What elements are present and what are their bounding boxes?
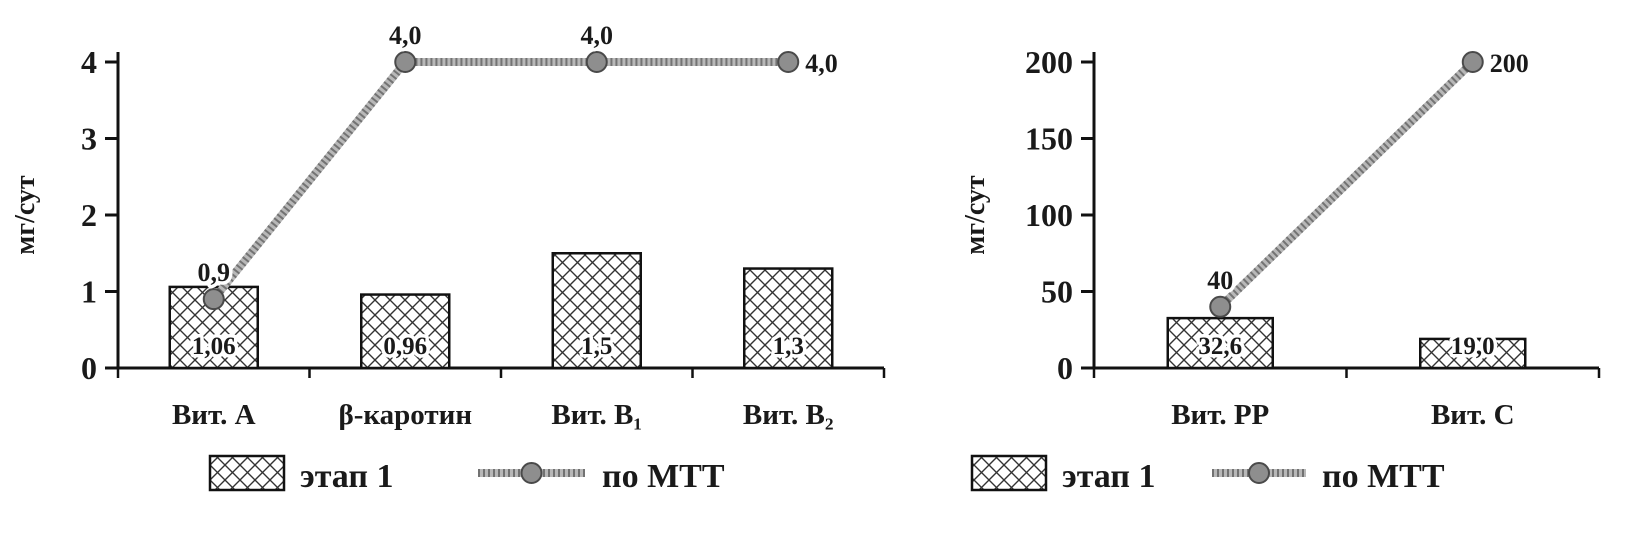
bar-value-label: 0,96 bbox=[383, 333, 427, 360]
line-series-mtt-texture bbox=[1217, 59, 1476, 310]
legend-swatch-etap1 bbox=[970, 454, 1048, 492]
point-label: 0,9 bbox=[198, 258, 231, 287]
chart-vitamins-left: 0 1 2 3 4 мг/сут 1,06 0,96 1,5 1,3 0,9 4,0 4,0 4,0 Вит… bbox=[10, 21, 886, 495]
point-label: 4,0 bbox=[389, 21, 422, 50]
bar-value-label: 1,5 bbox=[581, 333, 612, 360]
point-label: 200 bbox=[1490, 49, 1529, 78]
legend-label-etap1: этап 1 bbox=[1062, 458, 1155, 495]
legend-swatch-etap1 bbox=[208, 454, 286, 492]
y-tick-label: 4 bbox=[81, 44, 97, 80]
y-tick-label: 0 bbox=[81, 350, 97, 386]
legend-marker-mtt bbox=[520, 462, 543, 484]
bar-value-label: 1,06 bbox=[192, 333, 236, 360]
line-marker bbox=[1209, 295, 1232, 318]
category-label: β-каротин bbox=[338, 399, 472, 431]
line-series-mtt bbox=[210, 58, 789, 302]
y-axis-label: мг/сут bbox=[10, 175, 41, 255]
line-marker bbox=[585, 51, 608, 73]
y-tick-label: 1 bbox=[81, 274, 97, 310]
category-label: Вит. А bbox=[172, 399, 256, 431]
y-tick-label: 200 bbox=[1025, 44, 1073, 80]
y-tick-label: 2 bbox=[81, 197, 97, 233]
chart-svg: 0 1 2 3 4 мг/сут 1,06 0,96 1,5 1,3 0,9 4,0 4,0 4,0 Вит… bbox=[10, 21, 886, 495]
bar-value-label: 1,3 bbox=[773, 333, 804, 360]
legend-marker-mtt bbox=[1248, 462, 1270, 484]
point-label: 4,0 bbox=[581, 21, 614, 50]
line-marker bbox=[394, 51, 417, 73]
legend-label-mtt: по МТТ bbox=[602, 458, 725, 495]
line-marker bbox=[202, 288, 225, 311]
y-axis-label: мг/сут bbox=[960, 175, 991, 255]
bar-etap1 bbox=[360, 293, 451, 370]
bar-etap1 bbox=[743, 267, 834, 370]
bar-etap1 bbox=[551, 252, 642, 370]
chart-vitamins-right: 0 50 100 150 200 мг/сут 32,6 19,0 40 200 Вит. РР Ви… bbox=[944, 0, 1644, 536]
bar-value-label: 19,0 bbox=[1451, 333, 1495, 360]
chart-svg: 0 50 100 150 200 мг/сут 32,6 19,0 40 200 Вит. РР Ви… bbox=[960, 44, 1601, 495]
point-label: 4,0 bbox=[805, 49, 838, 78]
category-label: Вит. В₂ bbox=[743, 399, 834, 431]
bar-value-label: 32,6 bbox=[1198, 333, 1242, 360]
bar-etap1 bbox=[1419, 337, 1527, 370]
legend-label-etap1: этап 1 bbox=[300, 458, 393, 495]
y-tick-label: 3 bbox=[81, 121, 97, 157]
y-tick-label: 50 bbox=[1041, 274, 1073, 310]
category-label: Вит. В₁ bbox=[551, 399, 642, 431]
line-series-mtt-texture bbox=[210, 58, 789, 302]
line-marker bbox=[777, 51, 800, 73]
bar-etap1 bbox=[1166, 316, 1274, 370]
category-label: Вит. С bbox=[1431, 399, 1515, 431]
y-tick-label: 150 bbox=[1025, 121, 1073, 157]
y-tick-label: 0 bbox=[1057, 350, 1073, 386]
line-marker bbox=[1461, 51, 1484, 73]
category-label: Вит. РР bbox=[1171, 399, 1269, 431]
y-tick-label: 100 bbox=[1025, 197, 1073, 233]
point-label: 40 bbox=[1207, 266, 1233, 295]
legend-label-mtt: по МТТ bbox=[1322, 458, 1445, 495]
